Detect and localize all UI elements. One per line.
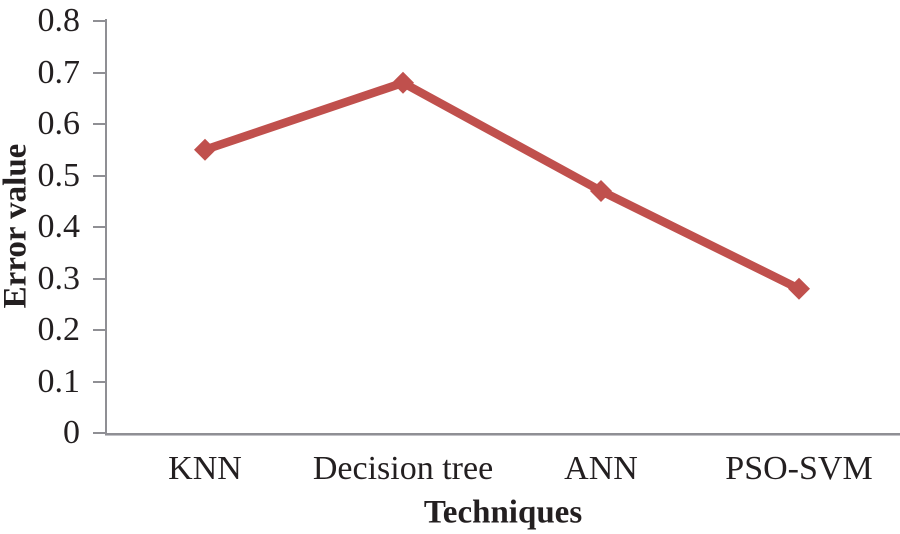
y-tick-mark: [93, 226, 105, 228]
y-tick-label: 0: [63, 414, 80, 451]
y-tick-mark: [93, 277, 105, 280]
series-line: [200, 78, 804, 294]
y-tick-mark: [93, 174, 105, 177]
y-tick-label: 0.8: [37, 2, 81, 39]
y-tick-mark: [93, 380, 105, 383]
data-point-marker: [590, 179, 612, 202]
x-category-label: Decision tree: [312, 450, 494, 487]
y-tick-label: 0.6: [37, 105, 81, 142]
x-category-label: ANN: [564, 450, 638, 487]
y-axis-title: Error value: [0, 143, 34, 309]
y-tick-label: 0.3: [37, 259, 81, 297]
x-category-label: PSO-SVM: [725, 450, 873, 487]
y-tick-label: 0.7: [37, 53, 81, 91]
y-tick-mark: [93, 329, 105, 331]
y-tick-mark: [93, 20, 105, 22]
y-axis-line: [105, 19, 107, 434]
y-tick-mark: [93, 123, 105, 125]
data-point-marker: [194, 138, 216, 161]
y-tick-label: 0.1: [37, 362, 81, 400]
y-tick-label: 0.4: [37, 208, 81, 245]
y-tick-label: 0.2: [37, 311, 81, 348]
data-point-marker: [392, 71, 414, 94]
x-axis-title: Techniques: [423, 494, 583, 531]
data-point-marker: [788, 277, 810, 300]
y-tick-mark: [93, 71, 105, 74]
y-tick-label: 0.5: [37, 156, 81, 194]
x-category-label: KNN: [168, 450, 242, 487]
x-axis-line: [105, 433, 900, 436]
y-tick-mark: [93, 432, 105, 434]
